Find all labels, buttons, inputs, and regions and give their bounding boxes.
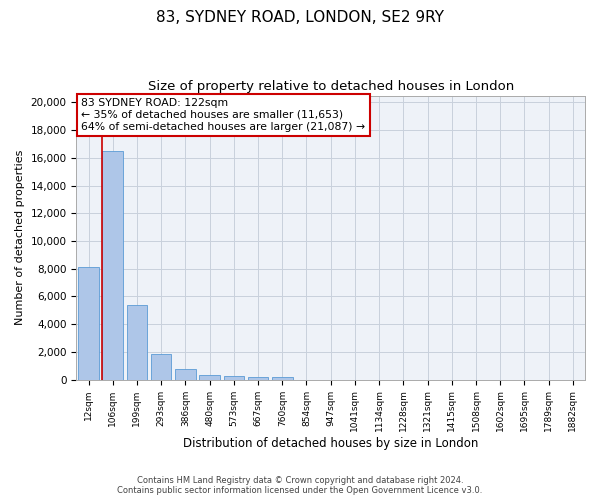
Bar: [151, 354, 172, 380]
Bar: [78, 268, 99, 380]
X-axis label: Distribution of detached houses by size in London: Distribution of detached houses by size …: [183, 437, 478, 450]
Bar: [272, 377, 293, 380]
Bar: [199, 375, 220, 380]
Text: 83 SYDNEY ROAD: 122sqm
← 35% of detached houses are smaller (11,653)
64% of semi: 83 SYDNEY ROAD: 122sqm ← 35% of detached…: [82, 98, 365, 132]
Text: Contains HM Land Registry data © Crown copyright and database right 2024.
Contai: Contains HM Land Registry data © Crown c…: [118, 476, 482, 495]
Title: Size of property relative to detached houses in London: Size of property relative to detached ho…: [148, 80, 514, 93]
Bar: [224, 376, 244, 380]
Y-axis label: Number of detached properties: Number of detached properties: [15, 150, 25, 326]
Text: 83, SYDNEY ROAD, LONDON, SE2 9RY: 83, SYDNEY ROAD, LONDON, SE2 9RY: [156, 10, 444, 25]
Bar: [175, 369, 196, 380]
Bar: [127, 306, 147, 380]
Bar: [103, 151, 123, 380]
Bar: [248, 376, 268, 380]
